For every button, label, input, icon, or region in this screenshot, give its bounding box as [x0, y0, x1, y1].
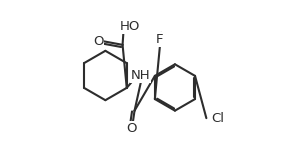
Text: HO: HO — [120, 20, 140, 33]
Text: O: O — [93, 35, 104, 48]
Text: O: O — [126, 122, 137, 135]
Text: NH: NH — [131, 69, 150, 82]
Text: F: F — [156, 33, 163, 46]
Text: Cl: Cl — [211, 112, 224, 125]
